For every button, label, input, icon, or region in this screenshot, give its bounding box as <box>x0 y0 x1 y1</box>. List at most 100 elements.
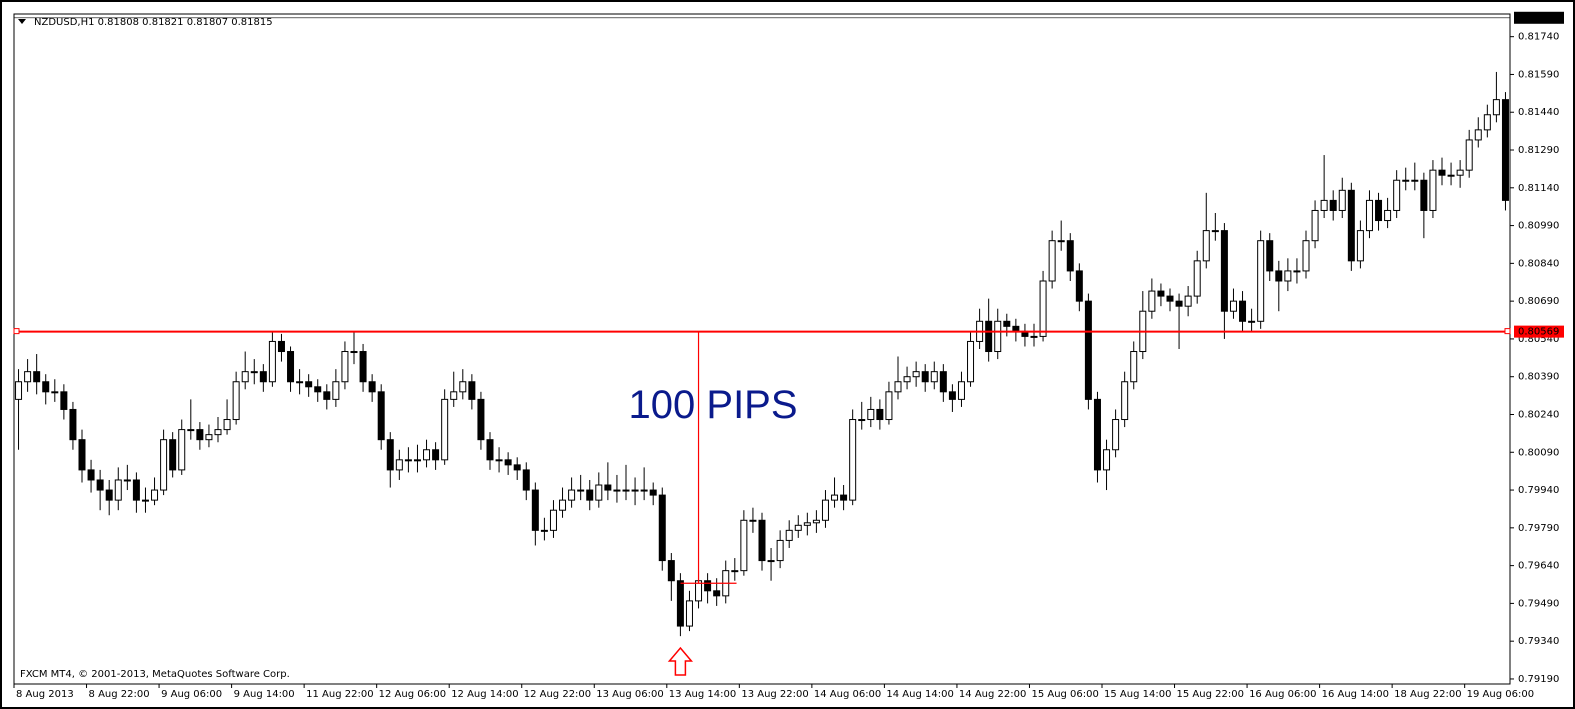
bull-body <box>1393 179 1401 211</box>
y-tick-label: 0.81290 <box>1518 145 1559 156</box>
bull-body <box>141 499 149 502</box>
bull-body <box>241 371 249 383</box>
bull-body <box>332 381 340 400</box>
bull-body <box>1048 240 1056 282</box>
bull-body <box>1130 351 1138 383</box>
bull-body <box>821 499 829 521</box>
bear-body <box>477 398 485 441</box>
bear-body <box>667 560 675 582</box>
bear-body <box>1066 240 1074 272</box>
x-tick-label: 9 Aug 06:00 <box>161 689 222 700</box>
bear-body <box>513 464 521 471</box>
bear-body <box>132 479 140 501</box>
bull-body <box>994 320 1002 353</box>
bull-body <box>885 391 893 421</box>
bear-body <box>604 484 612 491</box>
bear-body <box>359 351 367 383</box>
bull-body <box>423 449 431 461</box>
bear-body <box>386 439 394 471</box>
bear-body <box>1375 199 1383 222</box>
bear-body <box>522 469 530 491</box>
level-price-box <box>1514 325 1564 338</box>
bull-body <box>1411 179 1419 182</box>
bear-body <box>1093 398 1101 471</box>
bull-body <box>296 381 304 384</box>
bear-body <box>504 459 512 466</box>
bear-body <box>96 479 104 491</box>
y-tick-label: 0.79940 <box>1518 485 1559 496</box>
bull-body <box>622 489 630 492</box>
bear-body <box>1438 169 1446 176</box>
bear-body <box>1084 300 1092 400</box>
bear-body <box>840 494 848 501</box>
x-tick-label: 15 Aug 14:00 <box>1104 689 1171 700</box>
bear-body <box>658 494 666 562</box>
bear-body <box>277 340 285 353</box>
bear-body <box>1501 99 1509 201</box>
bear-body <box>985 320 993 353</box>
bear-body <box>704 580 712 592</box>
bear-body <box>948 391 956 400</box>
bull-body <box>1057 240 1065 243</box>
bull-body <box>912 371 920 378</box>
x-tick-label: 13 Aug 14:00 <box>669 689 736 700</box>
bull-body <box>160 439 168 491</box>
bull-body <box>1356 230 1364 262</box>
x-tick-label: 8 Aug 22:00 <box>89 689 150 700</box>
bull-body <box>776 539 784 562</box>
y-tick-label: 0.80840 <box>1518 258 1559 269</box>
y-tick-label: 0.81440 <box>1518 107 1559 118</box>
up-arrow <box>667 646 694 676</box>
bull-body <box>903 376 911 383</box>
bear-body <box>105 489 113 501</box>
bull-body <box>577 489 585 492</box>
bull-body <box>559 499 567 511</box>
y-tick-label: 0.80540 <box>1518 334 1559 345</box>
bull-body <box>214 429 222 436</box>
bear-body <box>78 439 86 471</box>
level-handle <box>13 328 20 335</box>
bull-body <box>151 489 159 501</box>
bull-body <box>794 524 802 531</box>
bull-body <box>967 340 975 383</box>
bull-body <box>1293 270 1301 273</box>
plot-frame <box>13 13 1511 685</box>
bull-body <box>1229 300 1237 312</box>
x-tick-label: 15 Aug 22:00 <box>1177 689 1244 700</box>
x-tick-label: 15 Aug 06:00 <box>1031 689 1098 700</box>
bull-body <box>858 419 866 422</box>
bull-body <box>1492 99 1500 116</box>
bull-body <box>1103 449 1111 471</box>
bull-body <box>268 340 276 383</box>
bull-body <box>1039 280 1047 337</box>
bull-body <box>450 391 458 400</box>
y-tick-label: 0.81140 <box>1518 183 1559 194</box>
bear-body <box>305 381 313 388</box>
bear-body <box>713 590 721 597</box>
bull-body <box>223 419 231 431</box>
y-tick-label: 0.79790 <box>1518 523 1559 534</box>
x-tick-label: 14 Aug 14:00 <box>886 689 953 700</box>
bear-body <box>1266 240 1274 272</box>
bull-body <box>549 509 557 531</box>
bull-body <box>123 479 131 482</box>
bear-body <box>1166 295 1174 302</box>
y-tick-label: 0.79340 <box>1518 636 1559 647</box>
bull-body <box>1148 290 1156 312</box>
bull-body <box>1447 174 1455 177</box>
bull-body <box>731 570 739 573</box>
bull-body <box>187 429 195 432</box>
bear-body <box>468 381 476 400</box>
bear-body <box>486 439 494 461</box>
bull-body <box>631 489 639 492</box>
last-price-box <box>1514 11 1564 24</box>
x-tick-label: 8 Aug 2013 <box>16 689 74 700</box>
bull-body <box>1320 199 1328 211</box>
y-tick-label: 0.80090 <box>1518 447 1559 458</box>
bull-body <box>413 459 421 462</box>
x-tick-label: 12 Aug 06:00 <box>379 689 446 700</box>
bull-body <box>613 489 621 492</box>
bull-body <box>1365 199 1373 232</box>
bear-body <box>196 429 204 441</box>
